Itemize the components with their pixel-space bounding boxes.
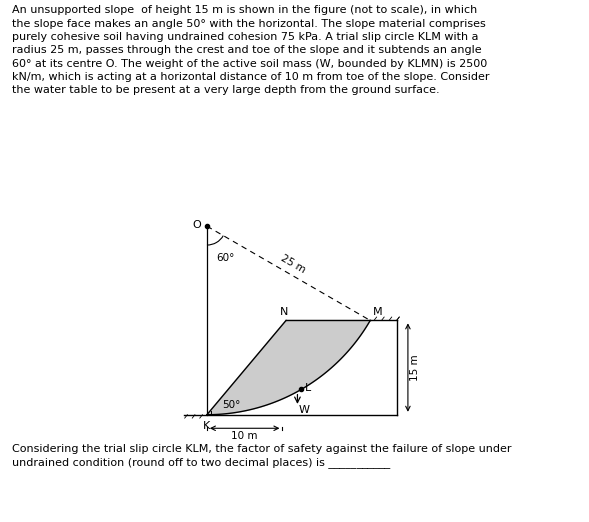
Text: W: W	[299, 405, 310, 414]
Text: 10 m: 10 m	[231, 431, 258, 441]
Polygon shape	[207, 321, 370, 414]
Text: 60°: 60°	[216, 253, 234, 263]
Text: O: O	[192, 220, 201, 230]
Text: 50°: 50°	[222, 400, 240, 410]
Text: 25 m: 25 m	[279, 253, 307, 275]
Text: An unsupported slope  of height 15 m is shown in the figure (not to scale), in w: An unsupported slope of height 15 m is s…	[12, 5, 489, 96]
Text: K: K	[203, 421, 211, 431]
Text: M: M	[372, 307, 382, 317]
Text: Considering the trial slip circle KLM, the factor of safety against the failure : Considering the trial slip circle KLM, t…	[12, 444, 511, 468]
Text: N: N	[280, 307, 288, 317]
Text: 15 m: 15 m	[410, 354, 420, 381]
Text: L: L	[305, 383, 311, 393]
